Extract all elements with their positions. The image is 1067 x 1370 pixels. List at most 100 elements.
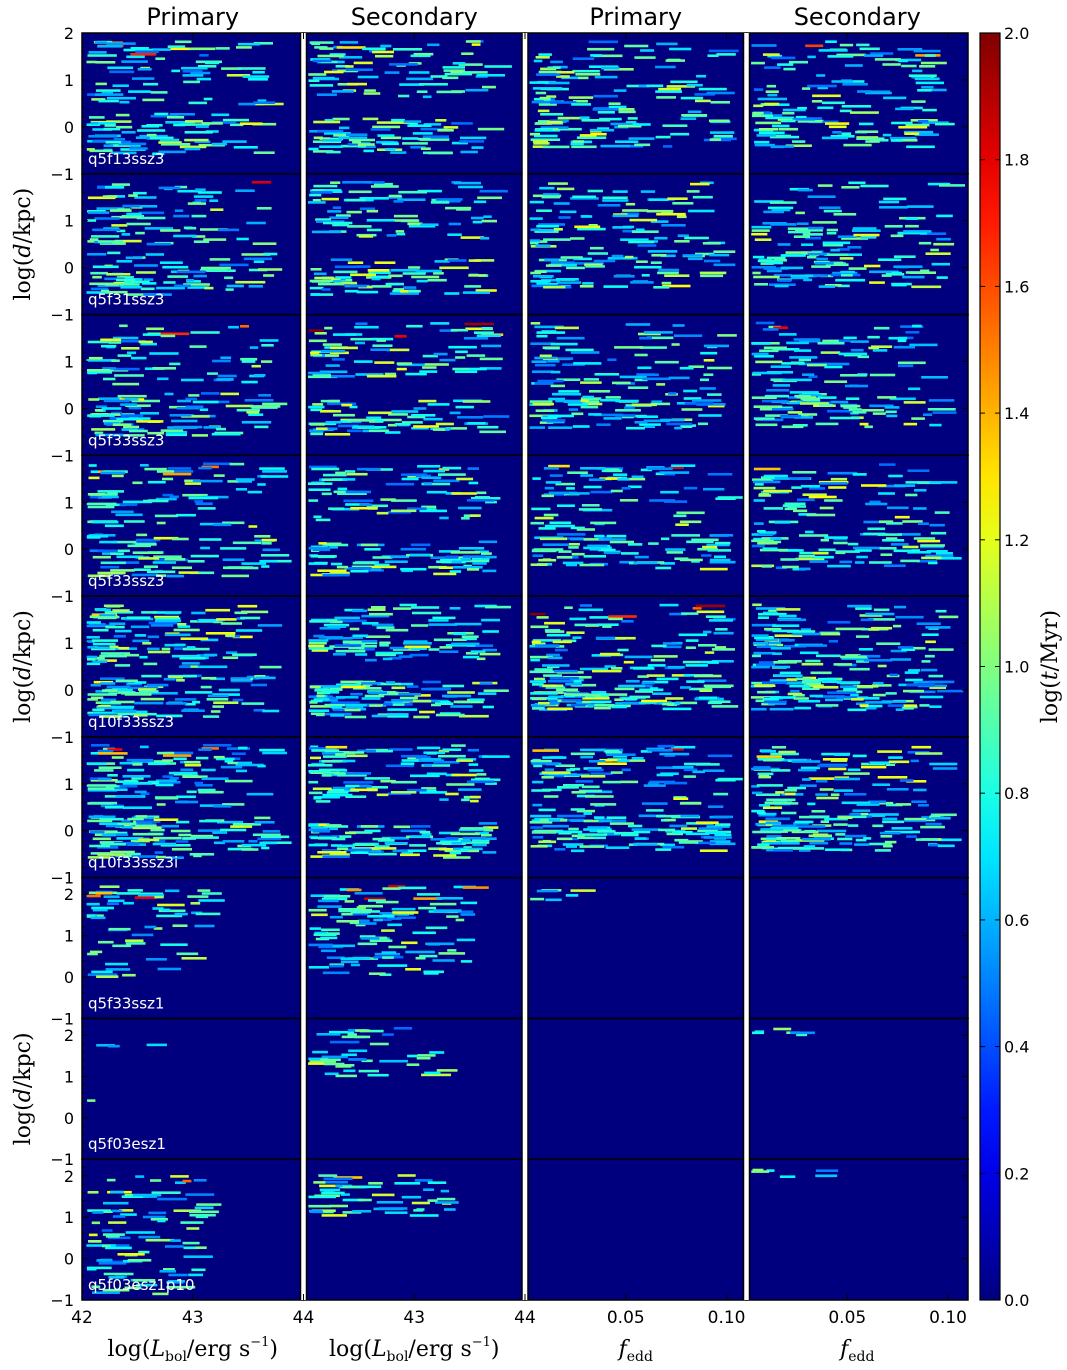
heatmap-cell xyxy=(683,397,702,400)
heatmap-cell xyxy=(929,762,958,766)
heatmap-cell xyxy=(797,222,809,225)
heatmap-cell xyxy=(541,419,566,422)
heatmap-cell xyxy=(629,218,658,222)
heatmap-cell xyxy=(867,527,886,531)
heatmap-cell xyxy=(182,647,210,651)
heatmap-cell xyxy=(195,784,213,787)
heatmap-cell xyxy=(619,560,635,564)
heatmap-cell xyxy=(615,409,641,412)
heatmap-cell xyxy=(808,777,837,780)
heatmap-cell xyxy=(135,1175,145,1178)
heatmap-cell xyxy=(153,555,182,558)
heatmap-cell xyxy=(311,749,340,752)
heatmap-cell xyxy=(248,78,268,81)
heatmap-cell xyxy=(538,840,557,844)
heatmap-cell xyxy=(794,394,811,398)
heatmap-cell xyxy=(803,845,816,848)
heatmap-cell xyxy=(213,701,239,704)
heatmap-cell xyxy=(333,708,347,712)
heatmap-cell xyxy=(437,129,454,132)
heatmap-cell xyxy=(349,831,373,834)
heatmap-cell xyxy=(531,100,561,104)
heatmap-cell xyxy=(630,281,654,284)
heatmap-cell xyxy=(600,398,620,402)
heatmap-cell xyxy=(349,627,360,631)
heatmap-cell xyxy=(376,121,407,124)
heatmap-cell xyxy=(841,186,860,189)
heatmap-cell xyxy=(610,122,639,126)
heatmap-cell xyxy=(171,566,192,569)
heatmap-cell xyxy=(146,133,157,137)
heatmap-cell xyxy=(131,356,147,360)
heatmap-cell xyxy=(752,255,765,259)
heatmap-cell xyxy=(344,289,359,293)
heatmap-cell xyxy=(213,523,232,527)
heatmap-cell xyxy=(704,651,715,654)
heatmap-cell xyxy=(483,689,509,692)
heatmap-cell xyxy=(429,902,457,906)
heatmap-cell xyxy=(332,190,343,193)
heatmap-cell xyxy=(127,889,143,892)
heatmap-cell xyxy=(766,540,782,544)
heatmap-cell xyxy=(144,227,174,230)
heatmap-cell xyxy=(529,81,549,84)
heatmap-cell xyxy=(312,199,321,202)
heatmap-cell xyxy=(309,620,333,623)
heatmap-cell xyxy=(650,658,666,662)
heatmap-cell xyxy=(865,706,877,710)
heatmap-cell xyxy=(836,695,858,699)
heatmap-cell xyxy=(92,642,116,646)
heatmap-cell xyxy=(159,261,183,264)
heatmap-cell xyxy=(751,225,772,229)
heatmap-cell xyxy=(905,678,923,682)
heatmap-cell xyxy=(571,552,585,556)
heatmap-cell xyxy=(111,510,134,514)
heatmap-cell xyxy=(530,814,552,818)
heatmap-cell xyxy=(573,680,582,683)
heatmap-cell xyxy=(92,228,121,232)
heatmap-cell xyxy=(868,800,887,804)
heatmap-cell xyxy=(575,780,594,783)
heatmap-cell xyxy=(908,74,937,77)
heatmap-cell xyxy=(143,565,158,568)
heatmap-cell xyxy=(87,493,106,496)
heatmap-cell xyxy=(421,764,451,767)
heatmap-cell xyxy=(409,844,427,847)
heatmap-cell xyxy=(587,768,604,772)
heatmap-cell xyxy=(770,223,797,226)
heatmap-cell xyxy=(872,783,890,786)
heatmap-cell xyxy=(466,499,495,502)
heatmap-cell xyxy=(132,832,163,836)
heatmap-cell xyxy=(816,829,847,833)
heatmap-cell xyxy=(398,886,427,890)
heatmap-cell xyxy=(904,817,927,821)
heatmap-cell xyxy=(195,188,206,191)
heatmap-cell xyxy=(136,533,148,537)
heatmap-cell xyxy=(147,762,166,766)
heatmap-cell xyxy=(94,217,120,220)
heatmap-cell xyxy=(97,1259,113,1262)
heatmap-cell xyxy=(588,413,602,416)
heatmap-cell xyxy=(201,392,220,395)
heatmap-cell xyxy=(709,253,730,257)
heatmap-cell xyxy=(609,540,634,544)
heatmap-cell xyxy=(845,384,869,388)
heatmap-cell xyxy=(672,831,693,834)
heatmap-cell xyxy=(243,257,273,261)
heatmap-cell xyxy=(806,513,836,517)
heatmap-cell xyxy=(194,500,203,503)
heatmap-cell xyxy=(770,537,782,540)
heatmap-cell xyxy=(797,120,823,123)
heatmap-cell xyxy=(477,127,505,131)
heatmap-cell xyxy=(145,1238,175,1242)
heatmap-cell xyxy=(156,714,181,718)
panel-r9-c2 xyxy=(303,1159,525,1300)
heatmap-cell xyxy=(565,894,579,897)
heatmap-cell xyxy=(338,908,360,911)
heatmap-cell xyxy=(236,237,249,241)
heatmap-cell xyxy=(184,482,202,485)
heatmap-cell xyxy=(769,679,787,682)
heatmap-cell xyxy=(324,433,351,436)
heatmap-cell xyxy=(365,848,380,852)
heatmap-cell xyxy=(757,541,778,545)
